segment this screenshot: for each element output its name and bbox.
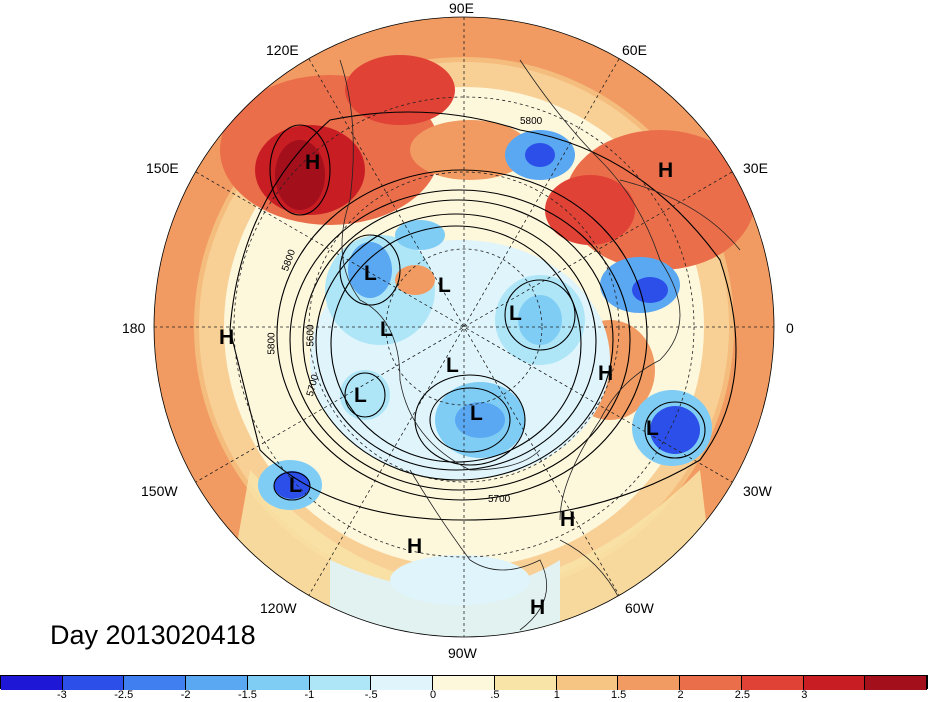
contour-label: 5800 [266, 332, 278, 355]
colorbar-segment [741, 676, 804, 690]
low-center: L [646, 417, 659, 440]
lon-label-150e: 150E [146, 160, 179, 176]
height-contours [229, 111, 737, 521]
lon-label-120e: 120E [266, 42, 299, 58]
low-center: L [364, 262, 377, 285]
contour-label: 5700 [488, 494, 511, 505]
lon-label-0: 0 [786, 320, 794, 336]
colorbar-segment [433, 676, 495, 690]
low-center: L [438, 274, 451, 297]
low-center: L [380, 318, 393, 341]
high-center: H [219, 326, 235, 349]
high-center: H [530, 596, 546, 619]
colorbar-tick-label: 1 [553, 689, 560, 701]
high-center: H [598, 362, 614, 385]
high-center: H [407, 535, 423, 558]
lon-label-60w: 60W [625, 600, 654, 616]
colorbar-segment [371, 676, 434, 690]
colorbar-segment [186, 676, 248, 690]
colorbar-tick-label: 3 [801, 689, 808, 701]
colorbar-segment [680, 676, 742, 690]
low-center: L [354, 384, 367, 407]
high-center: H [658, 159, 674, 182]
colorbar-segment [865, 676, 928, 690]
colorbar-segment [1, 676, 63, 690]
date-title: Day 2013020418 [50, 620, 256, 650]
colorbar-tick-label: -2 [180, 689, 191, 701]
graticule [153, 16, 775, 638]
colorbar-tick-label: -.5 [364, 689, 378, 701]
colorbar-tick-label: 1.5 [611, 689, 627, 701]
low-center: L [470, 402, 483, 425]
colorbar-segment [618, 676, 681, 690]
colorbar-segment [803, 676, 866, 690]
colorbar-tick-label: 0 [430, 689, 437, 701]
high-center: H [560, 508, 576, 531]
contour-label: 5800 [520, 116, 543, 127]
lon-label-150w: 150W [141, 483, 178, 499]
colorbar-segment [62, 676, 125, 690]
colorbar-segment [124, 676, 187, 690]
colorbar-tick-label: -1.5 [237, 689, 257, 701]
colorbar-tick-label: -1 [304, 689, 315, 701]
coastlines [339, 59, 741, 631]
colorbar-segment [494, 676, 557, 690]
lon-label-90w: 90W [448, 645, 477, 661]
lon-label-120w: 120W [260, 600, 297, 616]
colorbar-tick-label: .5 [490, 689, 500, 701]
lon-label-30e: 30E [743, 160, 768, 176]
lon-label-180: 180 [122, 320, 146, 336]
colorbar-tick-label: 2 [677, 689, 684, 701]
low-center: L [509, 302, 522, 325]
lon-label-30w: 30W [743, 483, 772, 499]
colorbar-tick-label: -2.5 [114, 689, 134, 701]
colorbar-segment [247, 676, 310, 690]
high-center: H [305, 151, 321, 174]
lon-label-90e: 90E [449, 0, 474, 16]
low-center: L [289, 474, 302, 497]
lon-label-60e: 60E [622, 42, 647, 58]
colorbar-segment [309, 676, 372, 690]
contour-label: 5600 [305, 324, 317, 347]
colorbar-tick-label: 2.5 [734, 689, 751, 701]
low-center: L [446, 354, 459, 377]
colorbar-tick-label: -3 [56, 689, 67, 701]
colorbar-segment [556, 676, 619, 690]
colorbar [0, 675, 928, 690]
